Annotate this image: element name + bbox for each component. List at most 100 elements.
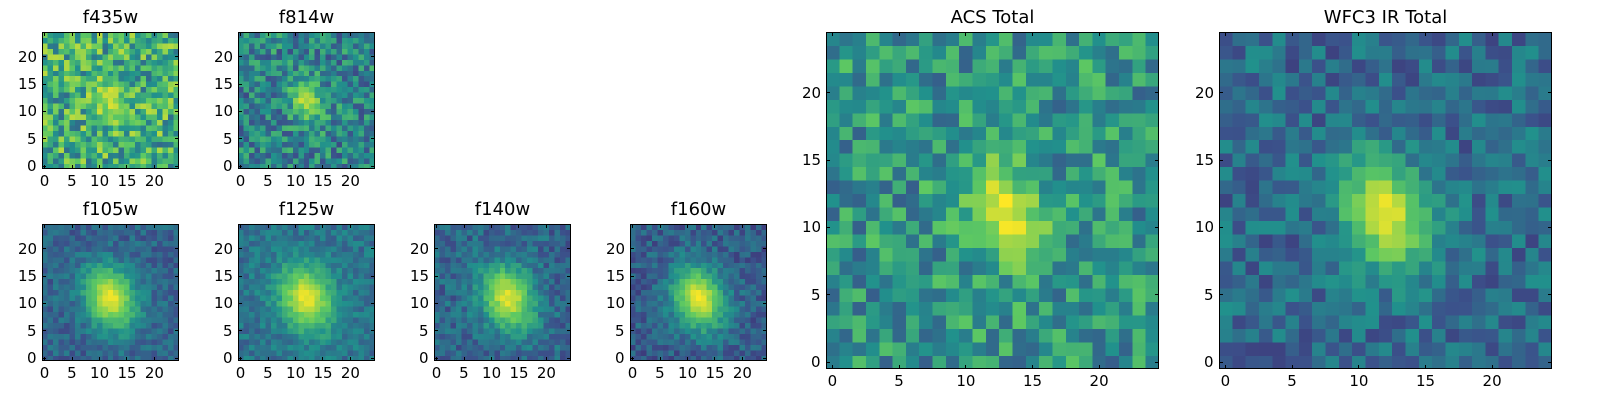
heatmap-cell (243, 251, 250, 258)
heatmap-cell (259, 141, 266, 148)
heatmap-cell (47, 53, 54, 60)
heatmap-cell (325, 136, 332, 142)
heatmap-cell (695, 350, 702, 356)
heatmap-cell (270, 289, 277, 296)
heatmap-cell (298, 350, 305, 356)
heatmap-cell (1119, 207, 1133, 222)
heatmap-cell (723, 306, 730, 313)
heatmap-cell (1245, 166, 1260, 181)
heatmap-cell (314, 267, 321, 274)
heatmap-cell (325, 114, 332, 121)
heatmap-cell (91, 240, 98, 247)
heatmap-cell (358, 273, 365, 280)
heatmap-cell (146, 300, 152, 307)
heatmap-cell (113, 289, 120, 296)
heatmap-cell (1145, 126, 1159, 141)
heatmap-cell (516, 234, 523, 241)
heatmap-cell (959, 166, 973, 181)
heatmap-cell (314, 64, 321, 71)
heatmap-cell (1258, 234, 1273, 249)
heatmap-cell (1092, 99, 1107, 114)
x-tick-label: 5 (655, 364, 665, 382)
heatmap-cell (712, 267, 719, 274)
heatmap-cell (521, 289, 528, 296)
heatmap-cell (113, 284, 120, 291)
heatmap-cell (1365, 355, 1380, 369)
heatmap-cell (85, 136, 92, 142)
heatmap-cell (107, 48, 114, 55)
heatmap-cell (281, 333, 288, 340)
heatmap-cell (560, 295, 566, 302)
heatmap-cell (69, 234, 76, 241)
heatmap-cell (118, 306, 125, 313)
heatmap-cell (1219, 193, 1233, 208)
heatmap-cell (1219, 220, 1233, 235)
heatmap-cell (270, 256, 277, 263)
heatmap-cell (510, 267, 517, 274)
heatmap-cell (276, 108, 283, 115)
heatmap-image (434, 224, 571, 361)
heatmap-cell (151, 245, 158, 252)
heatmap-cell (91, 262, 98, 269)
heatmap-cell (151, 130, 158, 137)
heatmap-cell (162, 300, 169, 307)
heatmap-cell (657, 289, 664, 296)
heatmap-cell (549, 355, 555, 361)
heatmap-cell (516, 339, 523, 345)
heatmap-cell (369, 317, 375, 324)
heatmap-cell (472, 245, 479, 252)
heatmap-cell (336, 224, 343, 230)
heatmap-cell (292, 300, 299, 307)
heatmap-cell (1145, 220, 1159, 235)
heatmap-cell (85, 289, 92, 296)
heatmap-cell (745, 333, 751, 340)
heatmap-cell (80, 295, 87, 302)
heatmap-cell (538, 289, 544, 296)
heatmap-cell (287, 125, 294, 132)
heatmap-cell (728, 339, 735, 345)
heatmap-cell (483, 344, 490, 351)
heatmap-cell (314, 300, 321, 307)
heatmap-cell (364, 141, 370, 148)
heatmap-cell (157, 158, 163, 164)
panel-title: ACS Total (950, 7, 1035, 28)
heatmap-cell (695, 273, 702, 280)
heatmap-cell (347, 48, 354, 55)
heatmap-cell (466, 322, 473, 329)
heatmap-cell (1432, 342, 1446, 356)
heatmap-cell (1219, 261, 1233, 276)
y-tick-mark (1155, 226, 1159, 228)
heatmap-cell (630, 251, 636, 258)
heatmap-cell (932, 315, 947, 329)
heatmap-cell (124, 141, 131, 148)
heatmap-cell (248, 344, 255, 351)
heatmap-cell (96, 64, 103, 71)
heatmap-cell (135, 136, 142, 142)
heatmap-cell (358, 42, 365, 49)
heatmap-cell (69, 37, 76, 44)
heatmap-cell (527, 273, 534, 280)
heatmap-cell (1472, 274, 1486, 289)
heatmap-cell (292, 42, 299, 49)
heatmap-cell (1352, 328, 1366, 343)
y-tick-label: 5 (27, 321, 37, 340)
heatmap-cell (58, 333, 65, 340)
heatmap-cell (162, 147, 169, 153)
heatmap-cell (1405, 274, 1420, 289)
heatmap-cell (364, 355, 370, 361)
heatmap-cell (69, 48, 76, 55)
heatmap-cell (972, 45, 987, 60)
heatmap-cell (140, 300, 147, 307)
heatmap-cell (761, 234, 767, 241)
heatmap-cell (309, 97, 316, 104)
heatmap-cell (739, 240, 746, 247)
x-tick-mark (240, 357, 242, 361)
heatmap-cell (281, 328, 288, 334)
heatmap-cell (1458, 247, 1473, 262)
heatmap-cell (532, 273, 539, 280)
heatmap-cell (516, 317, 523, 324)
heatmap-cell (543, 311, 550, 318)
heatmap-cell (1285, 355, 1300, 369)
heatmap-cell (140, 284, 147, 291)
heatmap-cell (959, 220, 973, 235)
